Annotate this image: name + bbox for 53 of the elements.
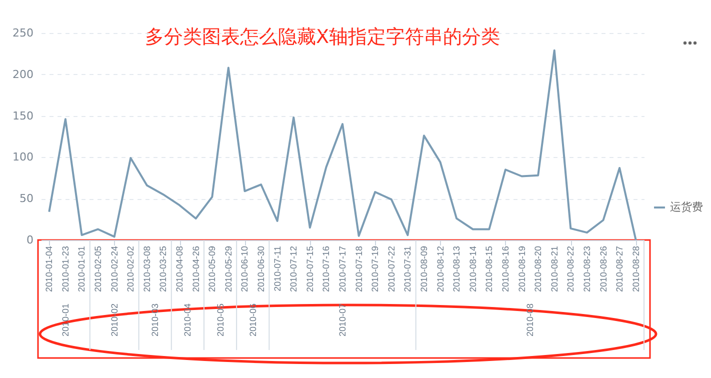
x-tick-label: 2010-08-19 <box>516 246 527 292</box>
y-tick-label: 0 <box>26 234 34 246</box>
x-tick-label: 2010-04-08 <box>174 246 185 292</box>
x-tick-label: 2010-05-29 <box>223 246 234 292</box>
x-tick-label: 2010-08-16 <box>500 246 510 292</box>
y-tick-label: 200 <box>12 68 34 81</box>
text: 2010-05 <box>215 303 226 337</box>
x-tick-label: 2010-06-10 <box>240 246 250 292</box>
x-tick-label: 2010-08-26 <box>598 246 608 292</box>
x-tick-label: 2010-08-28 <box>630 246 641 292</box>
text: 2010-06 <box>248 303 258 337</box>
x-tick-label: 2010-02-24 <box>109 246 120 292</box>
x-tick-label: 2010-08-14 <box>468 246 478 292</box>
x-tick-label: 2010-01-01 <box>76 246 87 292</box>
x-tick-label: 2010-07-15 <box>304 246 315 292</box>
x-tick-label: 2010-01-23 <box>60 246 70 292</box>
x-tick-label: 2010-01-04 <box>44 246 54 292</box>
x-tick-label: 2010-03-08 <box>142 246 152 292</box>
legend-label: 运货费 <box>670 200 703 214</box>
y-tick-label: 150 <box>12 109 34 122</box>
x-tick-label: 2010-06-30 <box>256 246 266 292</box>
x-tick-label: 2010-03-25 <box>158 246 168 292</box>
text: 2010-02 <box>109 303 120 337</box>
y-tick-label: 250 <box>12 26 34 40</box>
line-series <box>48 49 637 241</box>
x-tick-label: 2010-08-27 <box>614 246 625 292</box>
text: 2010-01 <box>60 303 70 337</box>
text: 2010-04 <box>182 303 193 337</box>
x-tick-label: 2010-02-05 <box>93 246 104 292</box>
x-tick-label: 2010-08-21 <box>549 246 560 292</box>
x-tick-label: 2010-08-20 <box>533 246 544 292</box>
text: 2010-07 <box>338 303 348 337</box>
x-tick-label: 2010-07-19 <box>370 246 380 292</box>
y-tick-label: 50 <box>20 192 34 206</box>
x-tick-label: 2010-08-23 <box>582 246 592 292</box>
x-tick-label: 2010-07-22 <box>386 246 396 292</box>
text: 2010-08 <box>524 303 535 337</box>
x-tick-label: 2010-08-12 <box>435 246 446 292</box>
x-tick-label: 2010-08-22 <box>566 246 576 292</box>
x-tick-label: 2010-07-18 <box>354 246 364 292</box>
x-tick-label: 2010-04-26 <box>190 246 201 292</box>
x-tick-label: 2010-08-13 <box>452 246 462 292</box>
x-tick-label: 2010-05-09 <box>207 246 218 292</box>
x-tick-label: 2010-08-15 <box>484 246 494 292</box>
text: 2010-03 <box>150 303 160 337</box>
x-tick-label: 2010-08-09 <box>418 246 429 292</box>
x-tick-label: 2010-02-02 <box>126 246 136 292</box>
x-tick-label: 2010-07-12 <box>288 246 299 292</box>
y-tick-label: 100 <box>12 150 34 164</box>
x-tick-label: 2010-07-16 <box>321 246 332 292</box>
x-tick-label: 2010-07-11 <box>272 246 282 292</box>
x-tick-label: 2010-07-31 <box>402 246 413 292</box>
x-tick-label: 2010-07-17 <box>338 246 348 292</box>
